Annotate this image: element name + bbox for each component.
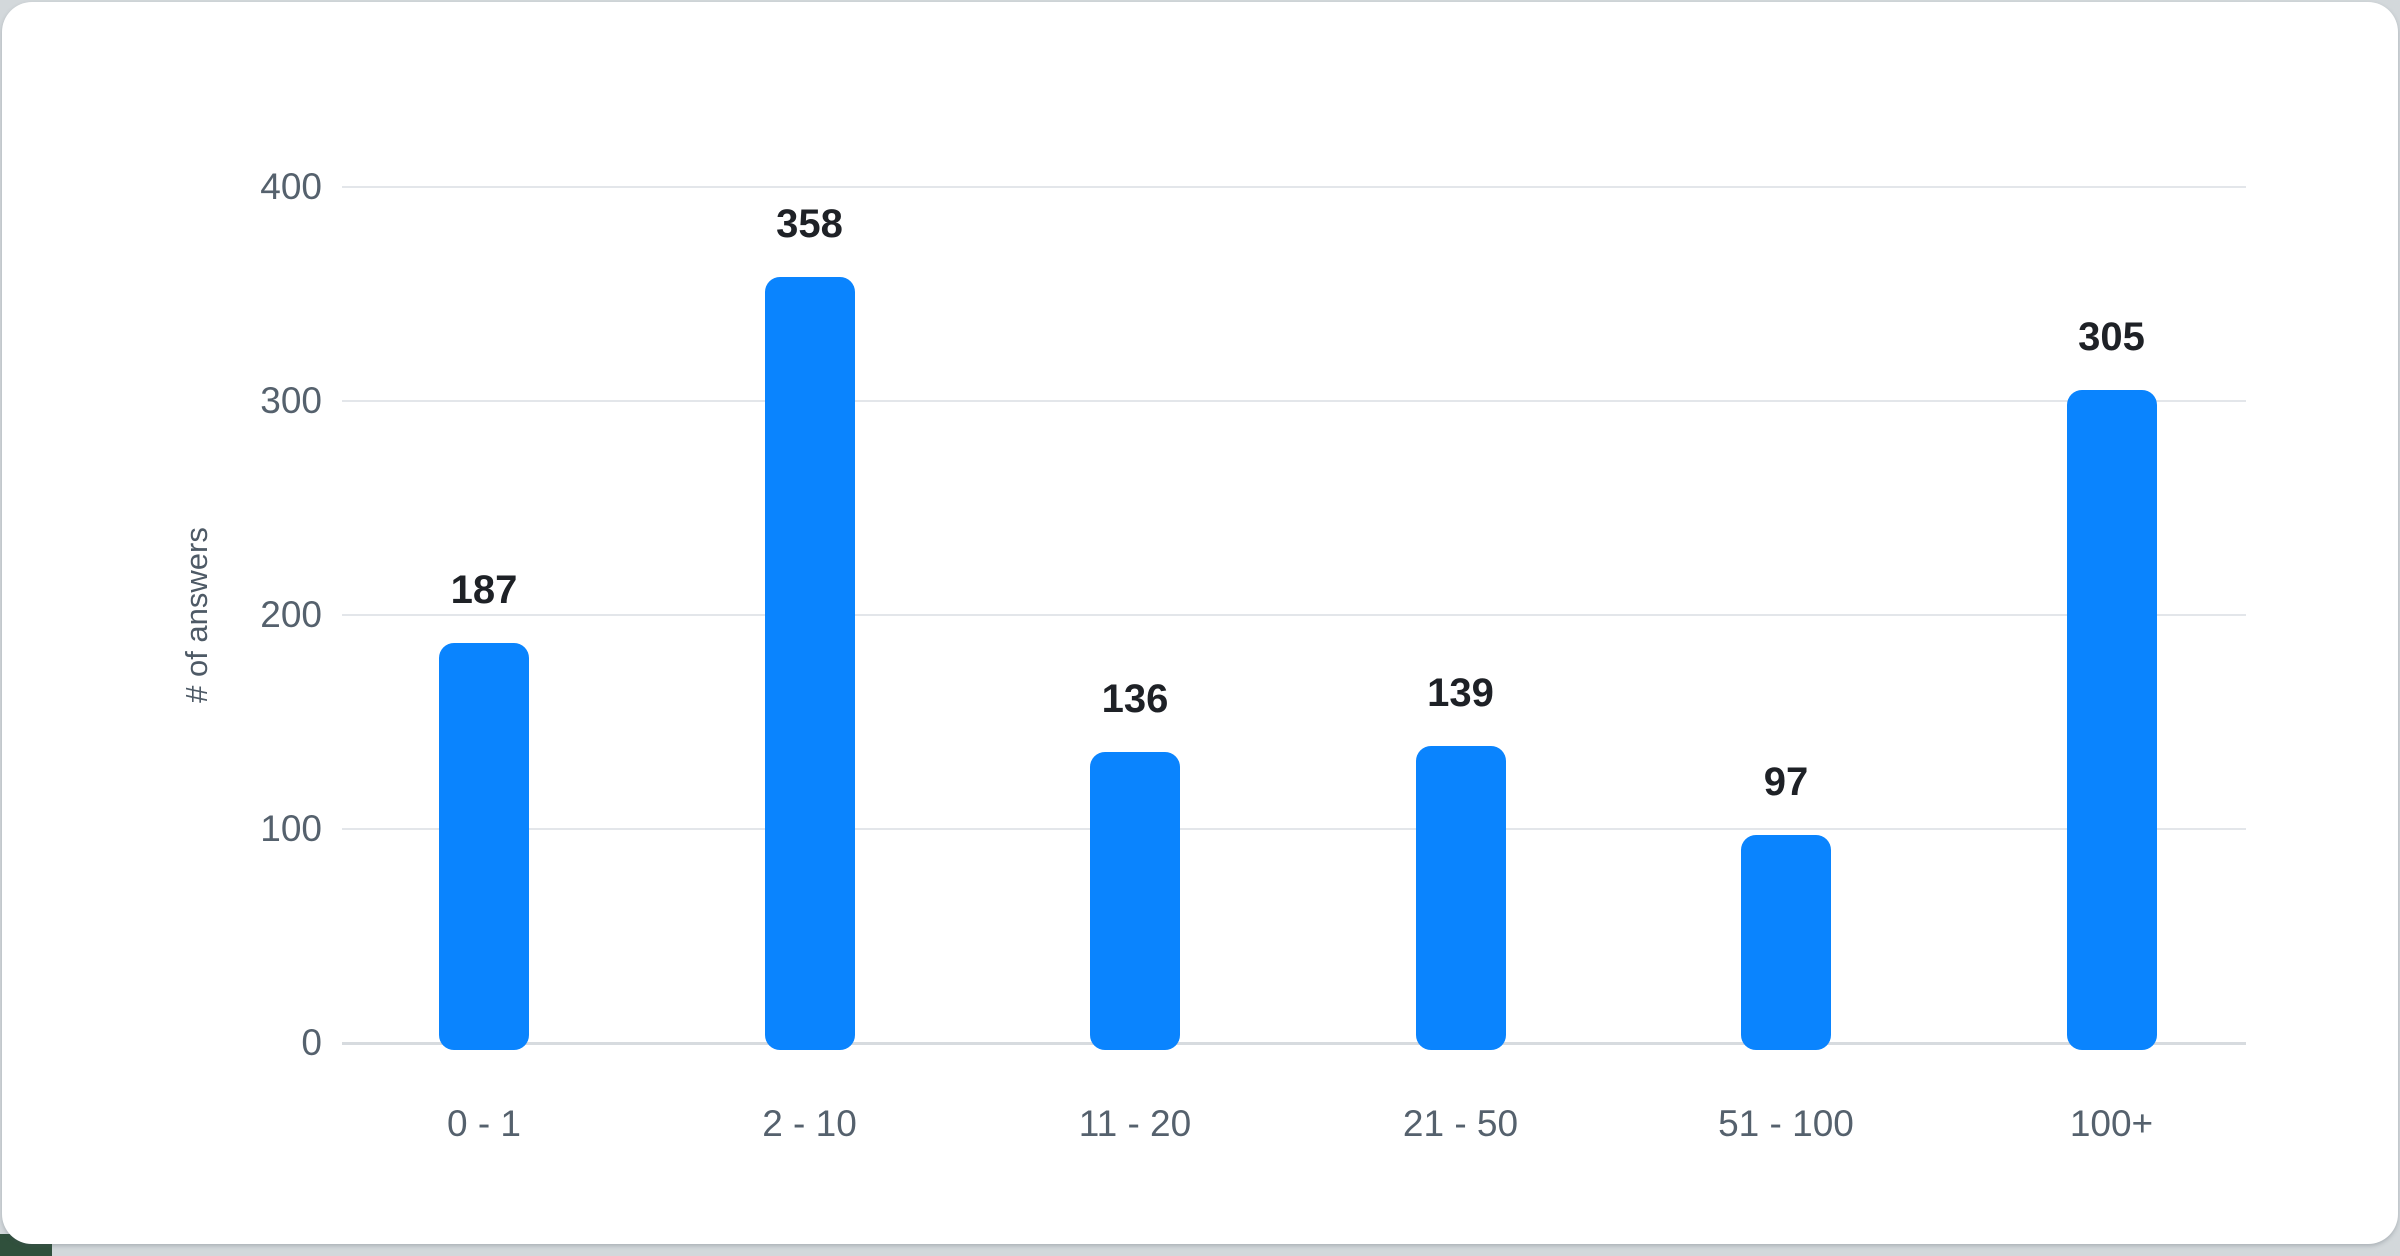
bar: [2066, 390, 2157, 1050]
y-tick-label: 200: [260, 594, 322, 635]
y-tick-label: 100: [260, 808, 322, 849]
x-tick-label: 2 - 10: [762, 1103, 857, 1144]
y-tick-label: 0: [301, 1022, 322, 1063]
bar: [439, 642, 529, 1050]
bar-value-label: 358: [776, 201, 843, 246]
gridline: [342, 186, 2246, 188]
gridline: [342, 400, 2246, 402]
x-tick-label: 100+: [2069, 1103, 2154, 1144]
bar-value-label: 97: [1763, 760, 1809, 805]
bar-value-label: 305: [2078, 315, 2145, 360]
y-tick-label: 400: [260, 166, 322, 207]
x-tick-label: 11 - 20: [1078, 1103, 1192, 1144]
bar-value-label: 136: [1101, 676, 1169, 721]
y-tick-label: 300: [260, 380, 322, 421]
gridline: [342, 828, 2246, 830]
gridline: [342, 614, 2246, 616]
bar: [1415, 745, 1506, 1050]
bar: [764, 276, 855, 1050]
bar: [1741, 835, 1831, 1050]
x-tick-label: 0 - 1: [446, 1103, 522, 1144]
bar-value-label: 187: [450, 567, 518, 612]
x-tick-label: 21 - 50: [1402, 1103, 1519, 1144]
x-tick-label: 51 - 100: [1718, 1103, 1854, 1144]
gridline: [342, 1042, 2246, 1045]
bar-value-label: 139: [1427, 670, 1494, 715]
bar: [1090, 751, 1180, 1050]
